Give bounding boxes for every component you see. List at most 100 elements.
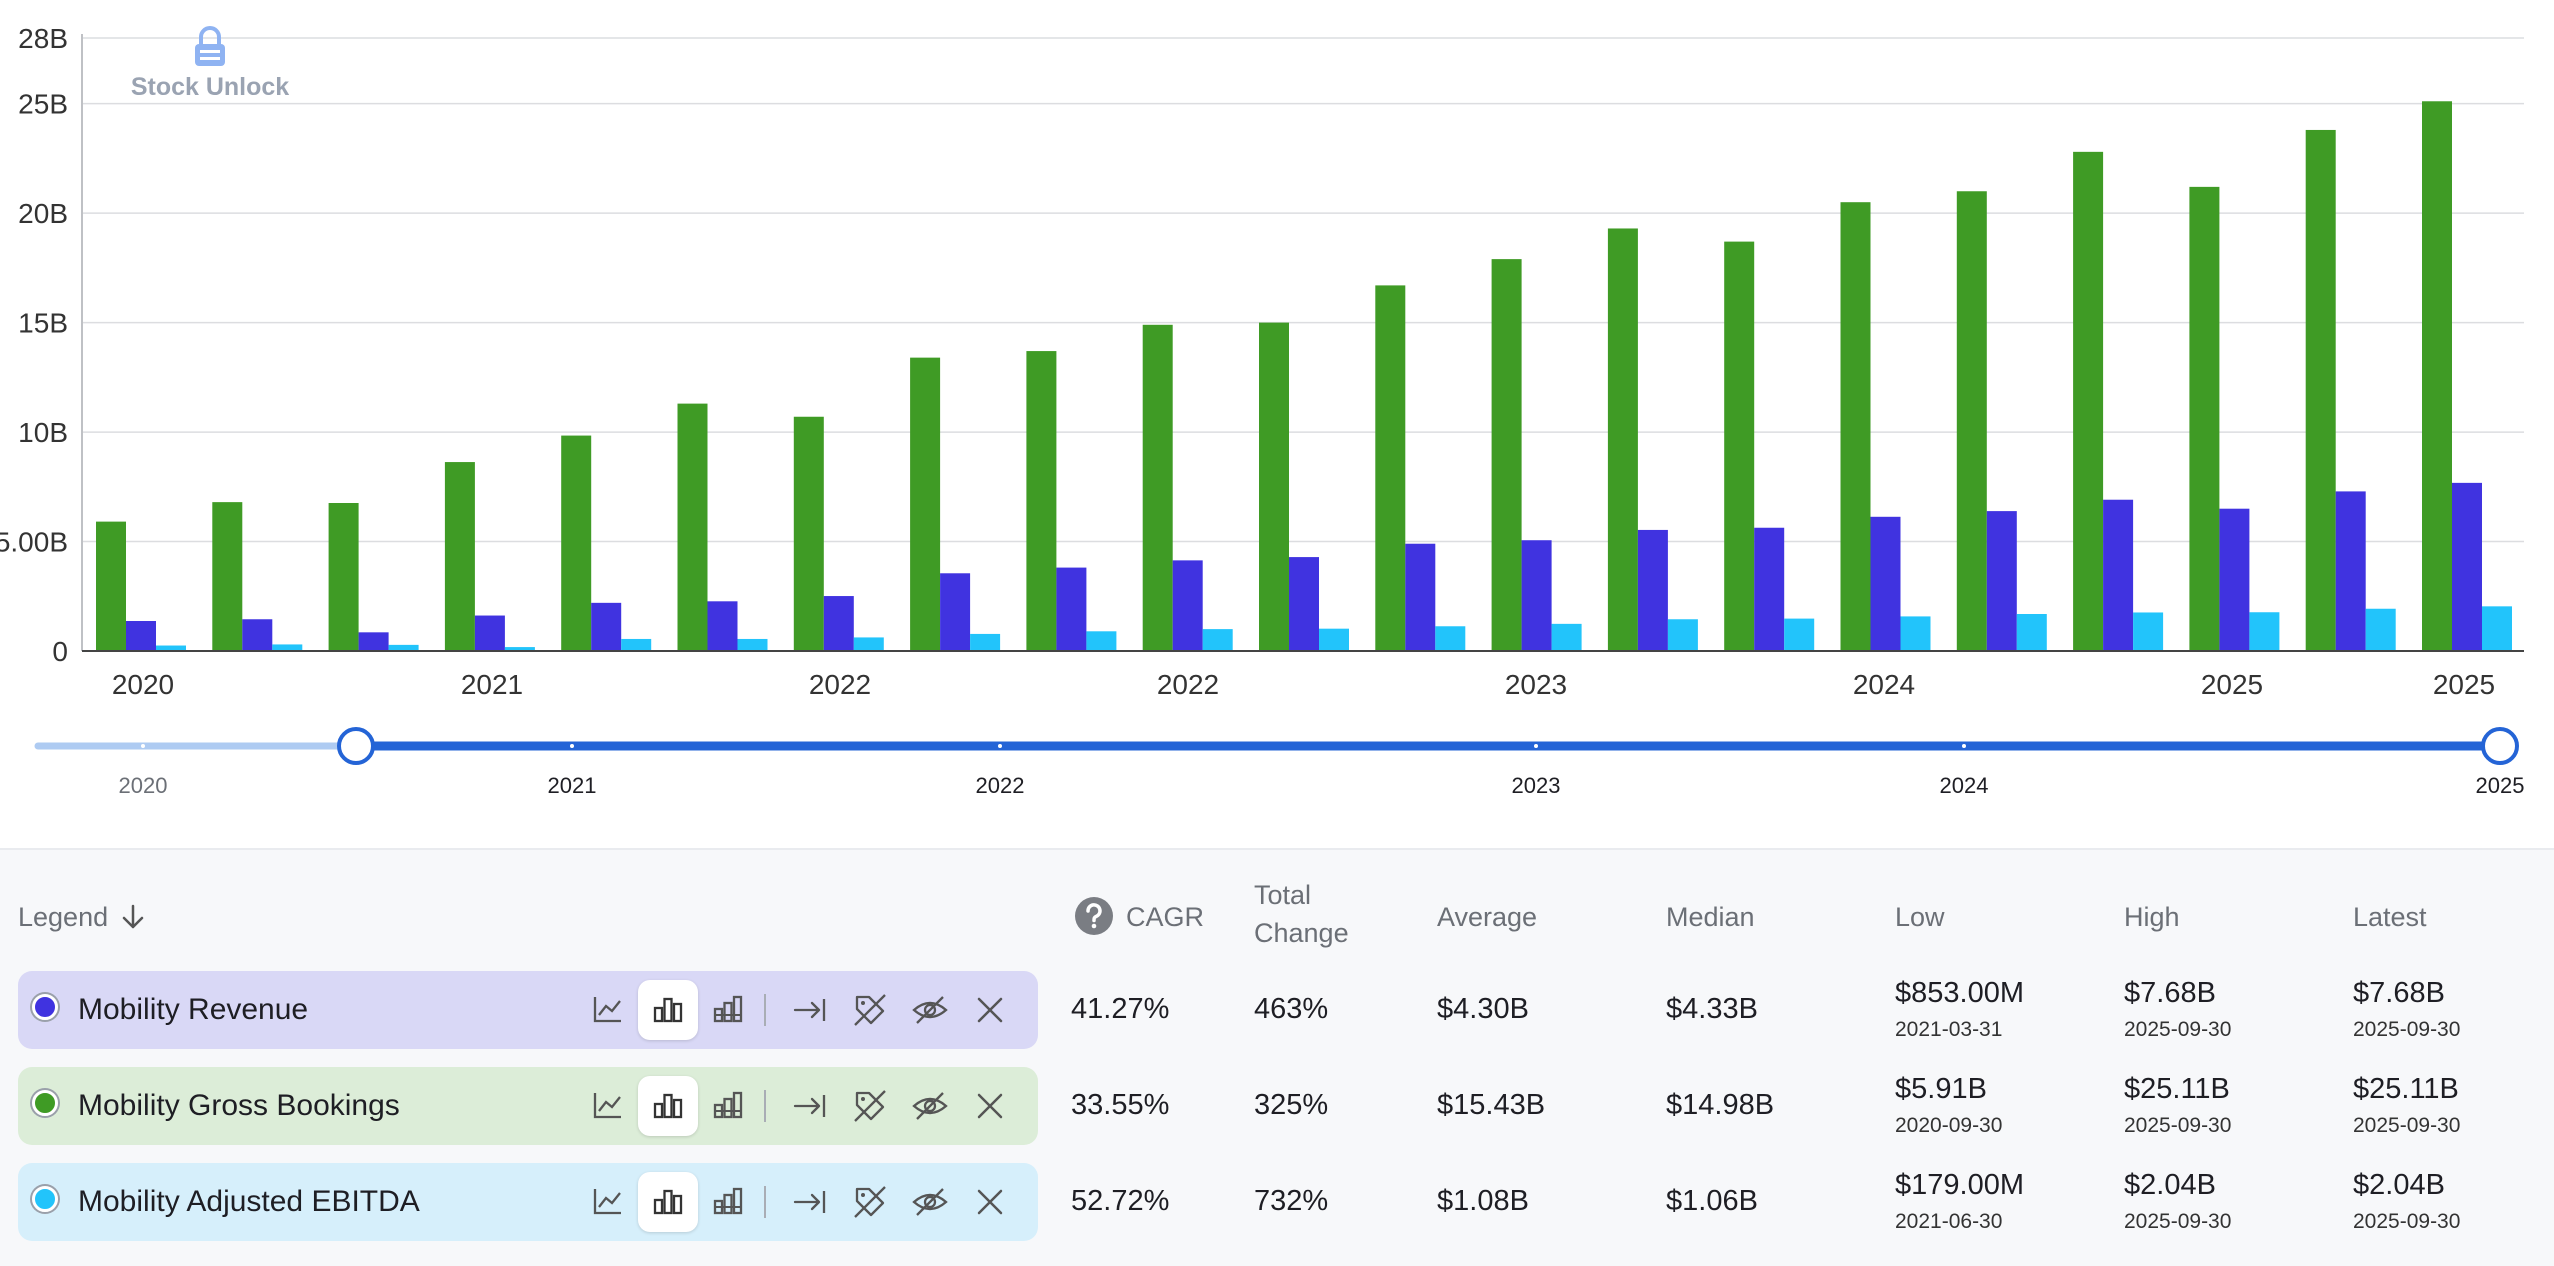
stacked-bar-icon[interactable]: [698, 1172, 758, 1232]
x-tick-label: 2020: [112, 669, 174, 700]
bar-mobility-revenue[interactable]: [2219, 508, 2250, 651]
bar-mobility-adjusted-ebitda[interactable]: [2482, 606, 2512, 651]
bar-mobility-gross-bookings[interactable]: [1142, 324, 1173, 651]
series-color-dot[interactable]: [32, 1186, 58, 1212]
bar-mobility-adjusted-ebitda[interactable]: [1551, 623, 1582, 651]
bar-mobility-adjusted-ebitda[interactable]: [156, 645, 186, 651]
eye-off-icon[interactable]: [900, 1172, 960, 1232]
high-value: $7.68B: [2124, 977, 2216, 1009]
bar-mobility-revenue[interactable]: [823, 596, 854, 651]
legend-row-mobility-revenue[interactable]: Mobility Revenue: [18, 971, 1038, 1049]
close-icon[interactable]: [960, 1076, 1020, 1136]
legend-header[interactable]: Legend: [18, 898, 148, 936]
bar-mobility-gross-bookings[interactable]: [677, 403, 708, 651]
close-icon[interactable]: [960, 1172, 1020, 1232]
bar-mobility-gross-bookings[interactable]: [1259, 322, 1289, 651]
arrow-right-to-bar-icon[interactable]: [780, 980, 840, 1040]
bar-mobility-gross-bookings[interactable]: [910, 357, 941, 651]
bar-mobility-adjusted-ebitda[interactable]: [1086, 631, 1117, 651]
bar-mobility-revenue[interactable]: [1754, 527, 1785, 651]
tag-off-icon[interactable]: [840, 980, 900, 1040]
bar-mobility-revenue[interactable]: [1405, 543, 1436, 651]
tag-off-icon[interactable]: [840, 1172, 900, 1232]
bar-mobility-adjusted-ebitda[interactable]: [2016, 614, 2047, 651]
bar-mobility-gross-bookings[interactable]: [2305, 129, 2336, 651]
bar-mobility-adjusted-ebitda[interactable]: [1784, 618, 1815, 651]
bar-mobility-revenue[interactable]: [358, 632, 389, 651]
bar-mobility-adjusted-ebitda[interactable]: [2365, 608, 2396, 651]
bar-mobility-adjusted-ebitda[interactable]: [737, 638, 768, 651]
bar-mobility-gross-bookings[interactable]: [444, 462, 475, 651]
bar-mobility-gross-bookings[interactable]: [1375, 285, 1406, 651]
bar-mobility-gross-bookings[interactable]: [96, 521, 126, 651]
bar-mobility-adjusted-ebitda[interactable]: [2249, 612, 2280, 651]
eye-off-icon[interactable]: [900, 980, 960, 1040]
arrow-right-to-bar-icon[interactable]: [780, 1076, 840, 1136]
bar-mobility-adjusted-ebitda[interactable]: [504, 647, 535, 651]
range-slider-end-handle[interactable]: [2481, 727, 2519, 765]
stacked-bar-icon[interactable]: [698, 980, 758, 1040]
bar-mobility-revenue[interactable]: [1870, 516, 1901, 651]
total-change-header-line2: Change: [1254, 918, 1349, 948]
eye-off-icon[interactable]: [900, 1076, 960, 1136]
bar-mobility-gross-bookings[interactable]: [1607, 228, 1638, 652]
series-color-dot[interactable]: [32, 1090, 58, 1116]
arrow-down-icon[interactable]: [118, 902, 148, 932]
bar-mobility-gross-bookings[interactable]: [1026, 351, 1057, 651]
bar-mobility-revenue[interactable]: [1289, 557, 1319, 651]
bar-mobility-adjusted-ebitda[interactable]: [1202, 629, 1233, 651]
bar-mobility-revenue[interactable]: [1986, 511, 2017, 651]
latest-value: $25.11B: [2353, 1073, 2459, 1105]
bar-mobility-gross-bookings[interactable]: [1956, 191, 1987, 651]
series-color-dot[interactable]: [32, 994, 58, 1020]
bar-mobility-gross-bookings[interactable]: [2189, 186, 2220, 651]
bar-mobility-adjusted-ebitda[interactable]: [1667, 619, 1698, 651]
bar-mobility-revenue[interactable]: [940, 573, 971, 651]
bar-chart-icon[interactable]: [638, 1076, 698, 1136]
bar-mobility-revenue[interactable]: [2103, 499, 2134, 651]
bar-mobility-gross-bookings[interactable]: [2073, 151, 2104, 652]
bar-mobility-adjusted-ebitda[interactable]: [1435, 626, 1466, 651]
bar-mobility-adjusted-ebitda[interactable]: [272, 644, 303, 651]
y-tick-label: 20B: [18, 198, 68, 229]
question-circle-icon[interactable]: [1074, 896, 1114, 936]
arrow-right-to-bar-icon[interactable]: [780, 1172, 840, 1232]
bar-mobility-adjusted-ebitda[interactable]: [2133, 612, 2164, 651]
bar-mobility-revenue[interactable]: [474, 615, 505, 651]
bar-mobility-adjusted-ebitda[interactable]: [1319, 628, 1349, 651]
bar-mobility-gross-bookings[interactable]: [1840, 202, 1871, 652]
bar-mobility-gross-bookings[interactable]: [212, 502, 243, 651]
bar-mobility-gross-bookings[interactable]: [793, 416, 824, 651]
bar-mobility-revenue[interactable]: [2335, 491, 2366, 651]
bar-mobility-revenue[interactable]: [1637, 529, 1668, 651]
range-slider-start-handle[interactable]: [337, 727, 375, 765]
bar-mobility-revenue[interactable]: [126, 621, 156, 651]
line-chart-icon[interactable]: [578, 1076, 638, 1136]
bar-mobility-revenue[interactable]: [1521, 540, 1552, 651]
bar-mobility-gross-bookings[interactable]: [561, 435, 592, 651]
line-chart-icon[interactable]: [578, 1172, 638, 1232]
bar-chart-icon[interactable]: [638, 1172, 698, 1232]
bar-mobility-adjusted-ebitda[interactable]: [388, 644, 419, 651]
bar-mobility-revenue[interactable]: [2452, 482, 2482, 651]
bar-mobility-revenue[interactable]: [1172, 560, 1203, 651]
legend-row-mobility-adjusted-ebitda[interactable]: Mobility Adjusted EBITDA: [18, 1163, 1038, 1241]
bar-mobility-adjusted-ebitda[interactable]: [853, 637, 884, 651]
bar-mobility-gross-bookings[interactable]: [328, 503, 359, 651]
bar-chart-icon[interactable]: [638, 980, 698, 1040]
bar-mobility-adjusted-ebitda[interactable]: [621, 638, 652, 651]
bar-mobility-adjusted-ebitda[interactable]: [1900, 616, 1931, 651]
bar-mobility-gross-bookings[interactable]: [2422, 101, 2452, 651]
bar-mobility-revenue[interactable]: [1056, 567, 1087, 651]
tag-off-icon[interactable]: [840, 1076, 900, 1136]
bar-mobility-gross-bookings[interactable]: [1724, 241, 1755, 651]
bar-mobility-gross-bookings[interactable]: [1491, 259, 1522, 651]
bar-mobility-revenue[interactable]: [242, 619, 273, 651]
stacked-bar-icon[interactable]: [698, 1076, 758, 1136]
bar-mobility-revenue[interactable]: [591, 602, 622, 651]
close-icon[interactable]: [960, 980, 1020, 1040]
bar-mobility-adjusted-ebitda[interactable]: [970, 633, 1001, 651]
legend-row-mobility-gross-bookings[interactable]: Mobility Gross Bookings: [18, 1067, 1038, 1145]
bar-mobility-revenue[interactable]: [707, 601, 738, 651]
line-chart-icon[interactable]: [578, 980, 638, 1040]
